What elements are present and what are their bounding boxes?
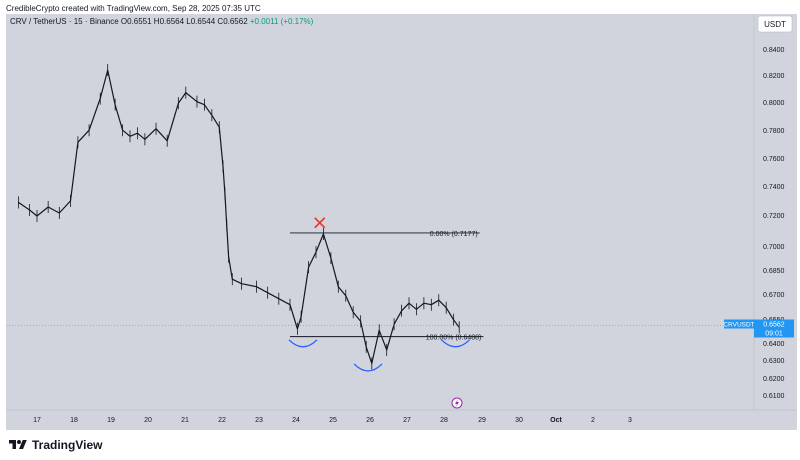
y-tick-label: 0.7400	[763, 184, 785, 191]
attribution-text: CredibleCrypto created with TradingView.…	[6, 4, 261, 13]
footer: TradingView	[8, 436, 102, 454]
y-tick-label: 0.6400	[763, 341, 785, 348]
fib-level-label: 100.00% (0.6488)	[426, 335, 482, 342]
x-tick-label: 28	[440, 417, 448, 424]
y-tick-label: 0.8400	[763, 47, 785, 54]
pattern-arc	[441, 339, 470, 348]
low-label: L	[184, 17, 191, 26]
x-tick-label: 25	[329, 417, 337, 424]
y-tick-label: 0.6700	[763, 292, 785, 299]
price-tag: CRVUSDT 0.6562 09:01	[723, 319, 794, 338]
price-tag-value: 0.6562	[763, 321, 785, 328]
y-tick-label: 0.7200	[763, 213, 785, 220]
x-tick-label: 30	[515, 417, 523, 424]
y-tick-label: 0.8000	[763, 100, 785, 107]
x-tick-label: 19	[107, 417, 115, 424]
y-tick-label: 0.6850	[763, 268, 785, 275]
high-label: H	[152, 17, 160, 26]
chart-area[interactable]: CRV / TetherUS · 15 · Binance O0.6551 H0…	[6, 14, 797, 430]
x-tick-label: 29	[478, 417, 486, 424]
x-tick-label: 24	[292, 417, 300, 424]
high-value: 0.6564	[160, 17, 185, 26]
x-tick-label: 17	[33, 417, 41, 424]
close-value: 0.6562	[223, 17, 248, 26]
open-value: 0.6551	[127, 17, 152, 26]
x-tick-label: 23	[255, 417, 263, 424]
x-tick-label: 18	[70, 417, 78, 424]
price-tag-countdown: 09:01	[765, 330, 783, 337]
price-tag-symbol: CRVUSDT	[723, 321, 754, 328]
pattern-arc	[353, 363, 383, 372]
price-chart[interactable]: CRV / TetherUS · 15 · Binance O0.6551 H0…	[6, 14, 797, 430]
x-tick-label: Oct	[550, 417, 562, 424]
y-tick-label: 0.7800	[763, 128, 785, 135]
x-tick-label: 2	[591, 417, 595, 424]
price-series-line	[18, 69, 460, 364]
low-value: 0.6544	[191, 17, 216, 26]
y-tick-label: 0.7000	[763, 244, 785, 251]
pattern-arc	[288, 339, 318, 348]
symbol-title: CRV / TetherUS · 15 · Binance	[10, 17, 119, 26]
tradingview-brand: TradingView	[32, 438, 103, 452]
y-tick-label: 0.6300	[763, 358, 785, 365]
y-tick-label: 0.8200	[763, 73, 785, 80]
tradingview-logo-icon	[9, 440, 27, 449]
currency-button[interactable]: USDT	[757, 15, 793, 33]
symbol-info: CRV / TetherUS · 15 · Binance O0.6551 H0…	[10, 17, 314, 26]
close-label: C	[215, 17, 223, 26]
y-tick-label: 0.7600	[763, 156, 785, 163]
flash-icon[interactable]	[451, 397, 463, 409]
change-value: +0.0011 (+0.17%)	[248, 17, 314, 26]
x-tick-label: 20	[144, 417, 152, 424]
x-tick-label: 26	[366, 417, 374, 424]
x-tick-label: 27	[403, 417, 411, 424]
x-tick-label: 22	[218, 417, 226, 424]
fib-level-label: 0.00% (0.7177)	[430, 231, 478, 238]
currency-button-label: USDT	[764, 20, 786, 29]
y-tick-label: 0.6100	[763, 393, 785, 400]
y-tick-label: 0.6200	[763, 376, 785, 383]
x-tick-label: 21	[181, 417, 189, 424]
x-tick-label: 3	[628, 417, 632, 424]
open-label: O	[119, 17, 127, 26]
cross-marker-icon	[314, 217, 326, 229]
